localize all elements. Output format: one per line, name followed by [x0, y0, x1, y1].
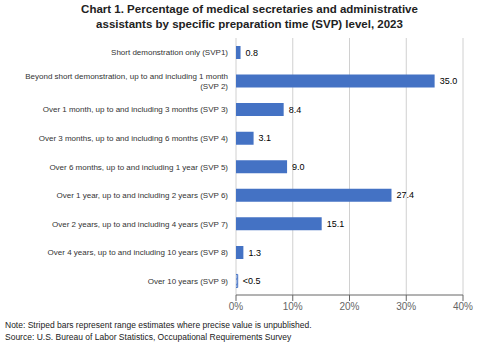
svg-text:0.8: 0.8: [246, 48, 259, 58]
svg-text:40%: 40%: [453, 301, 473, 312]
svg-text:9.0: 9.0: [292, 162, 305, 172]
svg-text:27.4: 27.4: [396, 190, 414, 200]
svg-text:15.1: 15.1: [327, 219, 345, 229]
svg-text:30%: 30%: [396, 301, 416, 312]
html-text:assistants by specific prepara: assistants by specific preparation time …: [96, 18, 403, 30]
svg-text:20%: 20%: [339, 301, 359, 312]
svg-text:Over 4 years, up to and includ: Over 4 years, up to and including 10 yea…: [48, 248, 229, 257]
svg-text:Over 1 month, up to and includ: Over 1 month, up to and including 3 mont…: [43, 105, 229, 114]
svg-text:Over 2 years, up to and includ: Over 2 years, up to and including 4 year…: [52, 219, 228, 228]
svg-text:8.4: 8.4: [289, 105, 302, 115]
svg-text:3.1: 3.1: [259, 133, 272, 143]
html-text:Note: Striped bars represent r: Note: Striped bars represent range estim…: [5, 320, 312, 330]
svg-text:Beyond short demonstration, up: Beyond short demonstration, up to and in…: [25, 71, 228, 90]
svg-text:1.3: 1.3: [248, 248, 261, 258]
svg-text:Short demonstration only (SVP1: Short demonstration only (SVP1): [111, 48, 228, 57]
html-text:Source: U.S. Bureau of Labor S: Source: U.S. Bureau of Labor Statistics,…: [5, 332, 292, 342]
svg-text:Over 1 year, up to and includi: Over 1 year, up to and including 2 years…: [56, 191, 228, 200]
svg-text:0%: 0%: [229, 301, 244, 312]
svg-text:Over 6 months, up to and inclu: Over 6 months, up to and including 1 yea…: [49, 162, 228, 171]
svg-text:35.0: 35.0: [440, 76, 458, 86]
svg-text:Over 10 years (SVP 9): Over 10 years (SVP 9): [148, 276, 229, 285]
html-text:Chart 1. Percentage of medical: Chart 1. Percentage of medical secretari…: [81, 3, 418, 15]
svg-text:Over 3 months, up to and inclu: Over 3 months, up to and including 6 mon…: [39, 133, 229, 142]
svg-text:<0.5: <0.5: [243, 276, 261, 286]
svg-text:10%: 10%: [283, 301, 303, 312]
